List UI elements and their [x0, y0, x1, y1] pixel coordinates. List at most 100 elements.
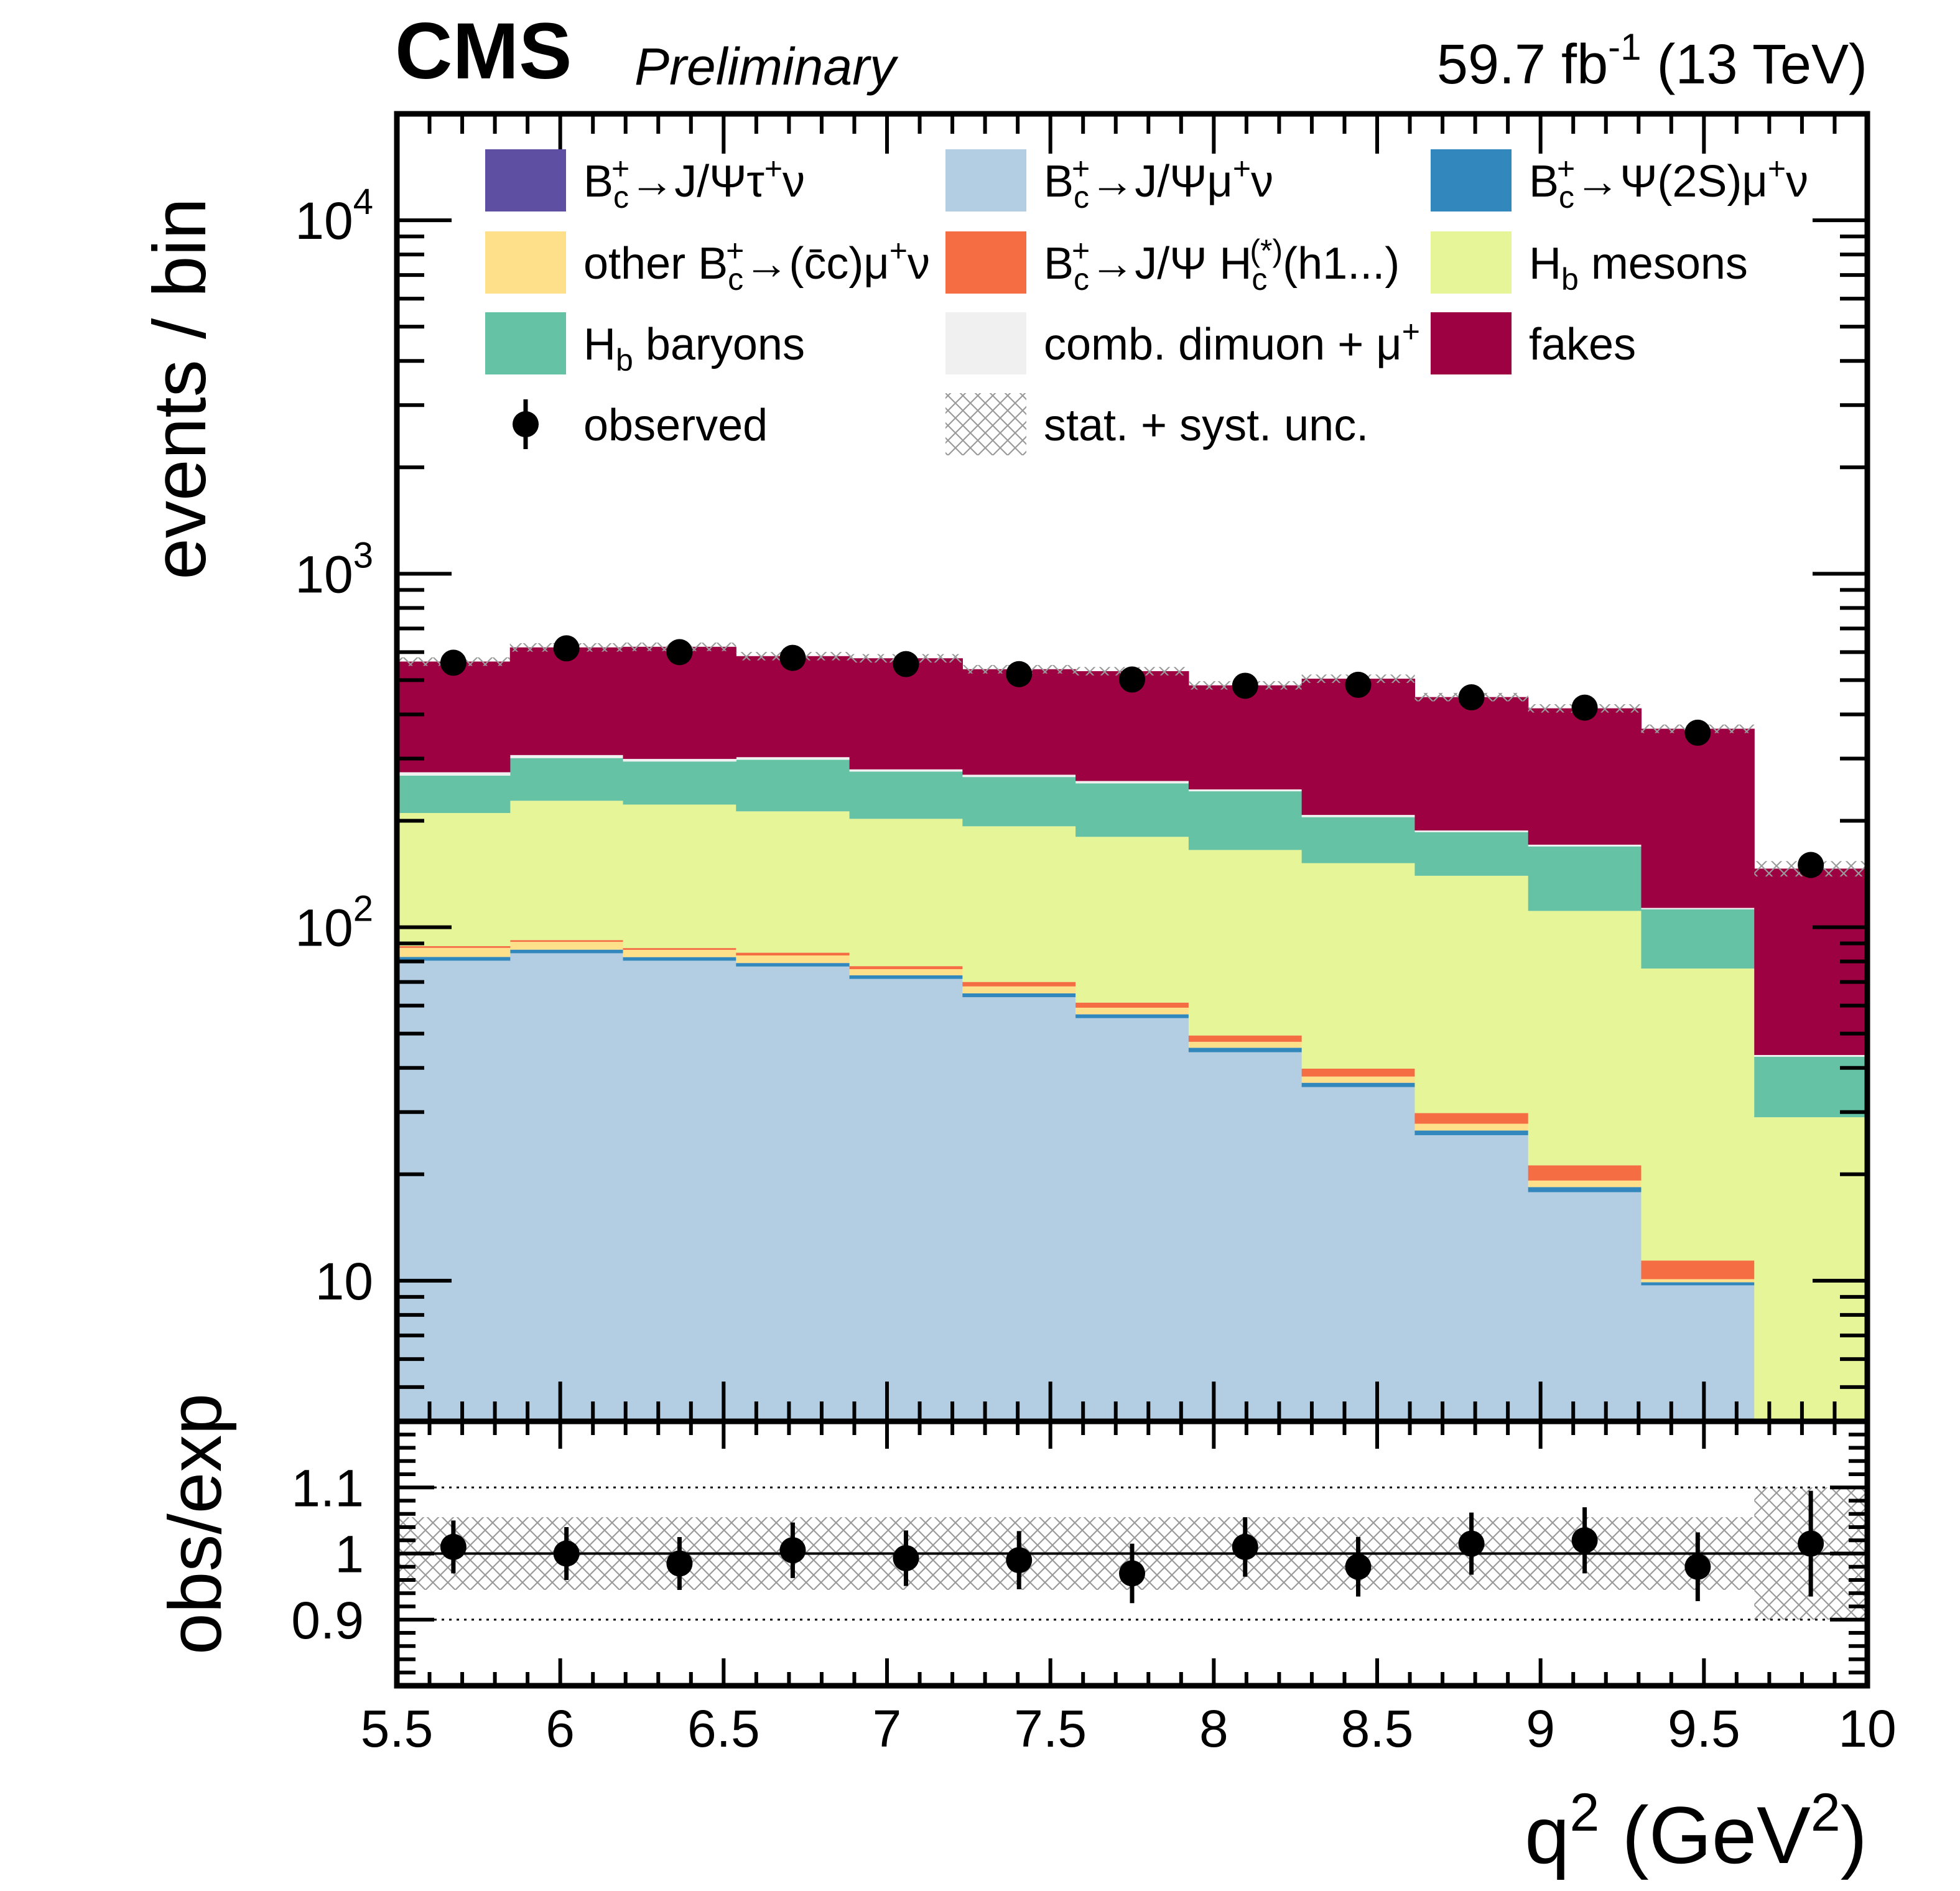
legend-entry: other Bc+→(c̄c)μ+ν — [485, 231, 930, 297]
bar — [1528, 1187, 1642, 1192]
bar — [1188, 789, 1303, 792]
legend-label-part: + — [1557, 151, 1575, 186]
bar — [623, 948, 736, 950]
legend-label-part: comb. dimuon + μ — [1044, 320, 1402, 369]
legend-label-part: (h1...) — [1283, 239, 1400, 289]
bar — [849, 769, 963, 772]
preliminary-label: Preliminary — [634, 37, 899, 96]
legend-label: other Bc+→(c̄c)μ+ν — [583, 233, 930, 297]
bar — [962, 986, 1076, 993]
legend-label-part: →J/Ψμ — [1090, 157, 1233, 207]
legend-marker — [513, 411, 539, 437]
observed-point — [1571, 694, 1598, 721]
legend-label-part: c — [1074, 262, 1089, 297]
y-tick-label-base: 10 — [315, 1252, 373, 1311]
ratio-points — [440, 1490, 1824, 1604]
legend-entry: Bc+→J/Ψμ+ν — [945, 149, 1273, 215]
observed-point — [666, 639, 693, 666]
legend-swatch — [1431, 231, 1512, 294]
legend-label-part: c — [613, 180, 629, 215]
bar — [1188, 1041, 1303, 1048]
bar — [623, 957, 736, 961]
ratio-point — [1345, 1553, 1372, 1580]
x-axis-label-var: q — [1525, 1790, 1569, 1880]
legend-swatch — [1431, 149, 1512, 211]
bar — [1528, 1165, 1642, 1181]
observed-point — [1798, 852, 1824, 878]
y-tick-label: 10 — [315, 1252, 373, 1311]
bar — [397, 957, 511, 961]
bar — [1414, 1123, 1529, 1131]
bar — [1641, 908, 1755, 909]
observed-point — [440, 649, 467, 676]
bar — [962, 993, 1076, 998]
bar — [1301, 1087, 1416, 1421]
observed-point — [1458, 684, 1485, 711]
bar — [1075, 1014, 1189, 1018]
legend-entry: stat. + syst. unc. — [945, 393, 1368, 455]
ratio-y-tick-label: 1 — [335, 1525, 364, 1584]
stacked-histogram — [397, 643, 1867, 1421]
bar — [509, 801, 624, 941]
y-tick-label: 103 — [295, 535, 373, 603]
y-tick-label: 104 — [295, 182, 373, 250]
legend-label-part: (*) — [1250, 233, 1283, 268]
legend-label-part: c — [728, 262, 743, 297]
legend-label-part: ν — [783, 157, 805, 207]
bar — [1754, 1055, 1867, 1057]
legend-swatch — [485, 149, 566, 211]
bar — [1754, 1056, 1867, 1118]
bar — [849, 819, 963, 967]
bar — [1188, 1035, 1303, 1042]
legend-label: Bc+→J/Ψμ+ν — [1044, 151, 1273, 215]
bar — [1528, 844, 1642, 847]
legend-label-part: c — [1252, 262, 1267, 297]
observed-point — [779, 644, 806, 671]
legend-label-part: fakes — [1529, 320, 1636, 369]
legend-label: stat. + syst. unc. — [1044, 401, 1368, 450]
bar — [1188, 1052, 1303, 1421]
x-tick-label: 8 — [1199, 1699, 1228, 1758]
legend-label: observed — [583, 401, 768, 450]
legend-entry: Bc+→Ψ(2S)μ+ν — [1431, 149, 1808, 215]
bar — [736, 955, 850, 964]
y-tick-label-base: 10 — [295, 899, 353, 957]
bar — [736, 656, 850, 758]
bar — [397, 947, 511, 957]
bar — [397, 661, 511, 773]
bar — [1528, 708, 1642, 845]
bar — [1414, 1113, 1529, 1124]
x-tick-label: 9 — [1526, 1699, 1555, 1758]
legend-label-part: →Ψ(2S)μ — [1575, 157, 1768, 207]
bar — [1641, 1285, 1755, 1421]
legend-label: Hb mesons — [1529, 239, 1748, 297]
legend-label-part: →(c̄c)μ — [744, 239, 889, 289]
bar — [1414, 697, 1529, 831]
bar — [1188, 791, 1303, 850]
bar — [1188, 850, 1303, 1036]
bar — [1414, 1135, 1529, 1421]
x-axis-label-exp1: 2 — [1569, 1783, 1599, 1842]
bar — [1414, 1130, 1529, 1135]
legend-label-part: + — [1768, 151, 1786, 186]
legend-label-part: + — [1233, 151, 1251, 186]
y-tick-label-base: 10 — [295, 545, 353, 603]
bar — [849, 771, 963, 819]
bar — [962, 997, 1076, 1421]
bar — [1641, 728, 1755, 908]
legend-label: comb. dimuon + μ+ — [1044, 314, 1420, 369]
legend-swatch — [945, 149, 1026, 211]
legend-swatch — [945, 231, 1026, 294]
bar — [1528, 846, 1642, 911]
bar — [1641, 1282, 1755, 1286]
legend-label-part: H — [1529, 239, 1561, 289]
bar — [1641, 969, 1755, 1261]
lumi-label: 59.7 fb-1 (13 TeV) — [1437, 26, 1867, 96]
y-tick-label-base: 10 — [295, 192, 353, 250]
series-4 — [397, 940, 1755, 1280]
bar — [623, 960, 736, 1421]
bar — [849, 975, 963, 979]
legend-label-part: b — [616, 343, 633, 378]
